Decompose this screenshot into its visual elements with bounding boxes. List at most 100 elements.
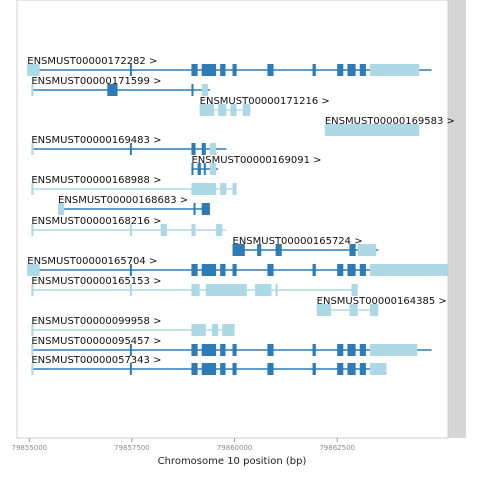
transcript-label: ENSMUST00000168988 > [31,175,161,186]
utr-block [129,224,132,236]
exon-block [337,64,344,76]
exon-block [191,344,198,356]
exon-block [129,363,132,375]
utr-block [349,304,358,316]
utr-block [370,344,418,356]
utr-block [31,84,34,96]
transcript-label: ENSMUST00000165704 > [27,256,157,267]
scrollbar[interactable] [448,0,466,438]
transcript-ensmust00000169483[interactable]: ENSMUST00000169483 > [31,135,227,155]
plot-frame [16,0,449,439]
exon-block [267,363,274,375]
transcript-label: ENSMUST00000095457 > [31,336,161,347]
exon-block [257,244,262,256]
utr-block [370,304,379,316]
transcript-label: ENSMUST00000171216 > [200,96,330,107]
exon-block [232,363,237,375]
transcript-ensmust00000099958[interactable]: ENSMUST00000099958 > [31,316,235,336]
exon-block [220,363,226,375]
exon-block [267,344,274,356]
exon-block [107,84,118,96]
exon-block [201,363,217,375]
transcript-ensmust00000165724[interactable]: ENSMUST00000165724 > [232,236,379,256]
exon-block [201,203,210,215]
transcript-ensmust00000171599[interactable]: ENSMUST00000171599 > [31,76,210,96]
exon-block [359,264,366,276]
exon-block [129,143,132,155]
utr-block [31,284,34,296]
exon-block [347,64,356,76]
transcript-label: ENSMUST00000168683 > [58,195,188,206]
exon-block [349,244,356,256]
utr-block [31,363,34,375]
utr-block [370,264,448,276]
x-axis: 79855000 79857500 79860000 79862500 [11,438,355,452]
exon-block [191,163,194,175]
exon-block [220,344,226,356]
exon-block [359,64,366,76]
utr-block [27,64,40,76]
exon-block [337,264,344,276]
utr-block [211,324,219,336]
utr-block [324,124,420,136]
exon-block [191,264,198,276]
exon-block [232,244,245,256]
exon-block [347,264,356,276]
utr-block [205,284,247,296]
transcript-label: ENSMUST00000057343 > [31,355,161,366]
exon-block [347,363,356,375]
exon-block [232,64,237,76]
exon-block [337,363,344,375]
utr-block [316,304,332,316]
x-tick-label: 79862500 [319,444,355,452]
transcript-ensmust00000168683[interactable]: ENSMUST00000168683 > [58,195,210,215]
utr-block [191,324,206,336]
transcript-ensmust00000057343[interactable]: ENSMUST00000057343 > [31,355,387,375]
utr-block [191,183,217,195]
transcript-ensmust00000169583[interactable]: ENSMUST00000169583 > [324,116,455,136]
utr-block [27,264,40,276]
utr-block [216,224,223,236]
transcript-label: ENSMUST00000099958 > [31,316,161,327]
x-tick-label: 79855000 [11,444,47,452]
utr-block [129,284,132,296]
transcript-ensmust00000165153[interactable]: ENSMUST00000165153 > [31,276,358,296]
exon-block [193,203,196,215]
transcript-ensmust00000171216[interactable]: ENSMUST00000171216 > [199,96,330,116]
transcript-ensmust00000165704[interactable]: ENSMUST00000165704 > [27,256,448,276]
utr-block [370,363,387,375]
exon-block [312,264,316,276]
utr-block [370,64,420,76]
exon-block [359,344,366,356]
exon-block [129,64,132,76]
transcript-label: ENSMUST00000171599 > [31,76,161,87]
transcript-label: ENSMUST00000168216 > [31,216,161,227]
x-axis-label: Chromosome 10 position (bp) [158,456,307,467]
exon-block [232,344,237,356]
exon-block [191,84,194,96]
exon-block [129,344,132,356]
utr-block [209,163,217,175]
utr-block [255,284,272,296]
exon-block [201,344,217,356]
utr-block [201,84,208,96]
transcript-ensmust00000095457[interactable]: ENSMUST00000095457 > [31,336,432,356]
utr-block [222,324,235,336]
utr-block [31,143,34,155]
transcript-ensmust00000172282[interactable]: ENSMUST00000172282 > [27,56,432,76]
transcript-label: ENSMUST00000164385 > [317,296,447,307]
transcript-tracks: ENSMUST00000172282 > ENSMUST00000171599 >… [27,56,455,375]
exon-block [347,344,356,356]
exon-block [201,143,206,155]
exon-block [191,143,196,155]
transcript-ensmust00000168216[interactable]: ENSMUST00000168216 > [31,216,227,236]
transcript-ensmust00000168988[interactable]: ENSMUST00000168988 > [31,175,237,195]
exon-block [337,344,344,356]
exon-block [312,344,316,356]
utr-block [31,344,34,356]
transcript-label: ENSMUST00000169583 > [325,116,455,127]
x-tick-label: 79857500 [114,444,150,452]
utr-block [232,183,237,195]
transcript-ensmust00000169091[interactable]: ENSMUST00000169091 > [191,155,322,175]
transcript-ensmust00000164385[interactable]: ENSMUST00000164385 > [316,296,447,316]
